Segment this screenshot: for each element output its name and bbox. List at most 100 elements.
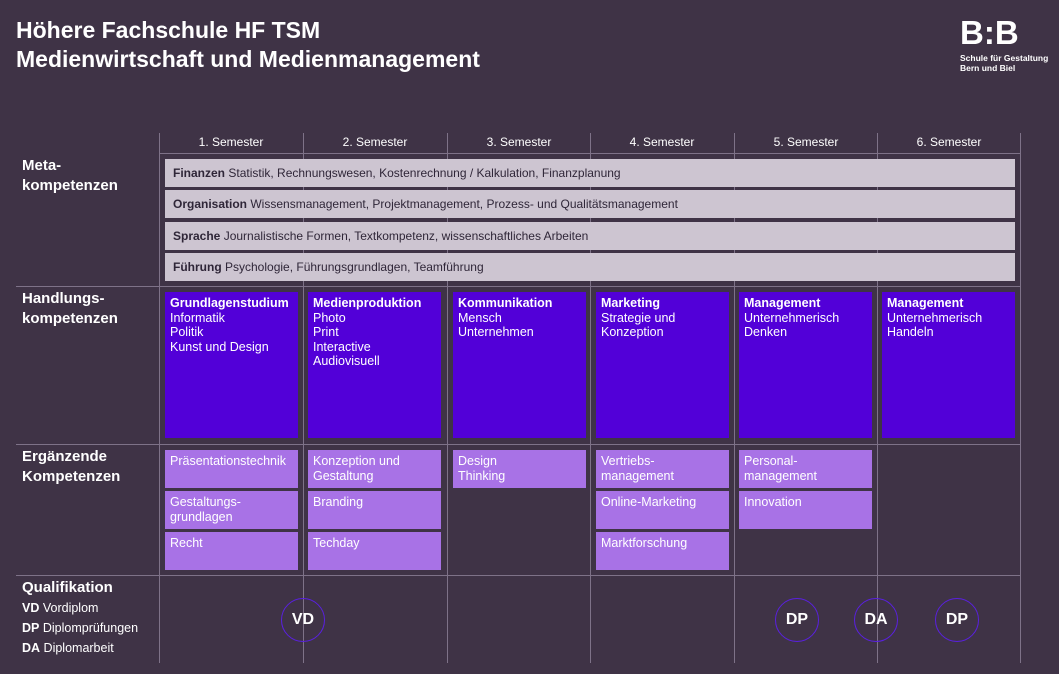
row-label-ergaenzend: Ergänzende Kompetenzen	[22, 447, 120, 487]
page-title: Höhere Fachschule HF TSM Medienwirtschaf…	[16, 16, 480, 74]
meta-bar-text: Wissensmanagement, Projektmanagement, Pr…	[250, 197, 678, 211]
ergaenzend-line: Innovation	[744, 495, 802, 509]
row-label-meta: Meta- kompetenzen	[22, 156, 118, 196]
legend-text: Vordiplom	[42, 601, 99, 615]
logo-subtitle-line-2: Bern und Biel	[960, 63, 1016, 73]
title-line-1: Höhere Fachschule HF TSM	[16, 17, 321, 43]
legend-text: Diplomarbeit	[43, 641, 114, 655]
handlung-line: Konzeption	[601, 325, 664, 340]
ergaenzend-box: Online-Marketing	[596, 491, 729, 529]
grid-line	[877, 133, 878, 663]
grid-line	[590, 133, 591, 663]
title-line-2: Medienwirtschaft und Medienmanagement	[16, 46, 480, 72]
row-label-line: Handlungs-	[22, 290, 105, 307]
semester-header: 3. Semester	[486, 135, 552, 149]
legend-item-vd: VD Vordiplom	[22, 598, 98, 618]
handlung-line: Mensch	[458, 310, 502, 325]
legend-item-da: DA Diplomarbeit	[22, 638, 114, 658]
semester-header: 1. Semester	[198, 135, 264, 149]
handlung-box: Medienproduktion Photo Print Interactive…	[308, 292, 441, 438]
handlung-title: Management	[744, 296, 821, 310]
handlung-box: Marketing Strategie und Konzeption	[596, 292, 729, 438]
row-label-qualifikation: Qualifikation	[22, 579, 113, 596]
row-label-line: kompetenzen	[22, 177, 118, 194]
handlung-box: Grundlagenstudium Informatik Politik Kun…	[165, 292, 298, 438]
ergaenzend-box: Recht	[165, 532, 298, 570]
ergaenzend-box: Marktforschung	[596, 532, 729, 570]
ergaenzend-line: Gestaltung	[313, 469, 374, 483]
ergaenzend-box: Innovation	[739, 491, 872, 529]
meta-bar-title: Organisation	[173, 197, 248, 211]
handlung-title: Grundlagenstudium	[170, 296, 289, 310]
grid-line	[16, 444, 1021, 445]
handlung-line: Strategie und	[601, 310, 676, 325]
ergaenzend-box: Design Thinking	[453, 450, 586, 488]
ergaenzend-line: management	[744, 469, 817, 483]
ergaenzend-line: Konzeption und	[313, 454, 400, 468]
handlung-line: Handeln	[887, 325, 934, 340]
handlung-line: Informatik	[170, 310, 225, 325]
legend-abbr: VD	[22, 601, 40, 615]
logo: B:B	[960, 14, 1019, 51]
ergaenzend-line: Thinking	[458, 469, 506, 483]
handlung-title: Marketing	[601, 296, 661, 310]
grid-line	[1020, 133, 1021, 663]
row-label-line: Ergänzende	[22, 448, 108, 465]
handlung-box: Management Unternehmerisch Handeln	[882, 292, 1015, 438]
meta-bar-finanzen: Finanzen Statistik, Rechnungswesen, Kost…	[165, 159, 1015, 187]
grid-line	[16, 286, 1021, 287]
ergaenzend-box: Konzeption und Gestaltung	[308, 450, 441, 488]
semester-header: 4. Semester	[629, 135, 695, 149]
badge-da: DA	[854, 598, 898, 642]
row-label-line: Meta-	[22, 157, 62, 174]
ergaenzend-line: Design	[458, 454, 497, 468]
legend-abbr: DA	[22, 641, 41, 655]
meta-bar-title: Führung	[173, 260, 222, 274]
ergaenzend-box: Branding	[308, 491, 441, 529]
meta-bar-fuehrung: Führung Psychologie, Führungsgrundlagen,…	[165, 253, 1015, 281]
ergaenzend-line: Recht	[170, 536, 203, 550]
handlung-line: Interactive	[313, 339, 371, 354]
legend-text: Diplomprüfungen	[42, 621, 139, 635]
handlung-line: Unternehmerisch	[887, 310, 983, 325]
ergaenzend-line: Branding	[313, 495, 364, 509]
semester-header: 5. Semester	[773, 135, 839, 149]
meta-bar-title: Sprache	[173, 229, 221, 243]
grid-line	[303, 133, 304, 663]
row-label-handlung: Handlungs- kompetenzen	[22, 289, 118, 329]
ergaenzend-line: management	[601, 469, 674, 483]
handlung-line: Politik	[170, 325, 204, 340]
meta-bar-text: Statistik, Rechnungswesen, Kostenrechnun…	[228, 166, 621, 180]
ergaenzend-line: Personal-	[744, 454, 798, 468]
ergaenzend-line: Gestaltungs-	[170, 495, 241, 509]
handlung-line: Audiovisuell	[313, 354, 380, 369]
handlung-title: Management	[887, 296, 964, 310]
handlung-title: Kommunikation	[458, 296, 553, 310]
handlung-box: Kommunikation Mensch Unternehmen	[453, 292, 586, 438]
grid-line	[159, 133, 160, 663]
ergaenzend-line: Vertriebs-	[601, 454, 655, 468]
logo-subtitle-line-1: Schule für Gestaltung	[960, 53, 1049, 63]
meta-bar-text: Psychologie, Führungsgrundlagen, Teamfüh…	[225, 260, 484, 274]
semester-header: 2. Semester	[342, 135, 408, 149]
meta-bar-title: Finanzen	[173, 166, 226, 180]
ergaenzend-box: Vertriebs- management	[596, 450, 729, 488]
row-label-line: kompetenzen	[22, 310, 118, 327]
ergaenzend-line: Marktforschung	[601, 536, 688, 550]
row-label-line: Kompetenzen	[22, 468, 121, 485]
meta-bar-sprache: Sprache Journalistische Formen, Textkomp…	[165, 222, 1015, 250]
ergaenzend-box: Gestaltungs- grundlagen	[165, 491, 298, 529]
ergaenzend-box: Techday	[308, 532, 441, 570]
handlung-line: Photo	[313, 310, 346, 325]
handlung-line: Print	[313, 325, 339, 340]
logo-subtitle: Schule für Gestaltung Bern und Biel	[960, 53, 1048, 73]
handlung-line: Denken	[744, 325, 788, 340]
grid-line	[734, 133, 735, 663]
handlung-line: Unternehmerisch	[744, 310, 840, 325]
grid-line	[16, 575, 1021, 576]
ergaenzend-line: Techday	[313, 536, 360, 550]
grid-line	[159, 153, 1021, 154]
legend-item-dp: DP Diplomprüfungen	[22, 618, 138, 638]
badge-dp: DP	[935, 598, 979, 642]
handlung-line: Unternehmen	[458, 325, 534, 340]
